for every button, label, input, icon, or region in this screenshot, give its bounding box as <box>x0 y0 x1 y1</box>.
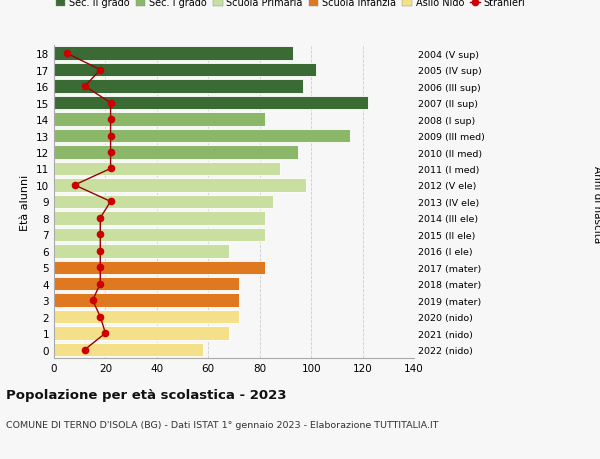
Y-axis label: Età alunni: Età alunni <box>20 174 31 230</box>
Bar <box>54 212 265 225</box>
Bar <box>54 113 265 127</box>
Legend: Sec. II grado, Sec. I grado, Scuola Primaria, Scuola Infanzia, Asilo Nido, Stran: Sec. II grado, Sec. I grado, Scuola Prim… <box>52 0 529 12</box>
Bar <box>54 245 229 258</box>
Bar <box>54 228 265 241</box>
Bar <box>54 146 298 159</box>
Text: Anni di nascita: Anni di nascita <box>592 166 600 243</box>
Bar <box>54 310 239 324</box>
Bar <box>54 327 229 340</box>
Bar <box>54 261 265 274</box>
Bar <box>54 294 239 307</box>
Bar <box>54 343 203 357</box>
Bar <box>54 179 306 192</box>
Bar <box>54 97 368 110</box>
Bar <box>54 162 280 176</box>
Bar <box>54 80 304 94</box>
Text: COMUNE DI TERNO D'ISOLA (BG) - Dati ISTAT 1° gennaio 2023 - Elaborazione TUTTITA: COMUNE DI TERNO D'ISOLA (BG) - Dati ISTA… <box>6 420 439 429</box>
Bar <box>54 277 239 291</box>
Bar <box>54 195 272 209</box>
Bar <box>54 47 293 61</box>
Bar <box>54 64 316 77</box>
Text: Popolazione per età scolastica - 2023: Popolazione per età scolastica - 2023 <box>6 388 287 401</box>
Bar <box>54 129 350 143</box>
